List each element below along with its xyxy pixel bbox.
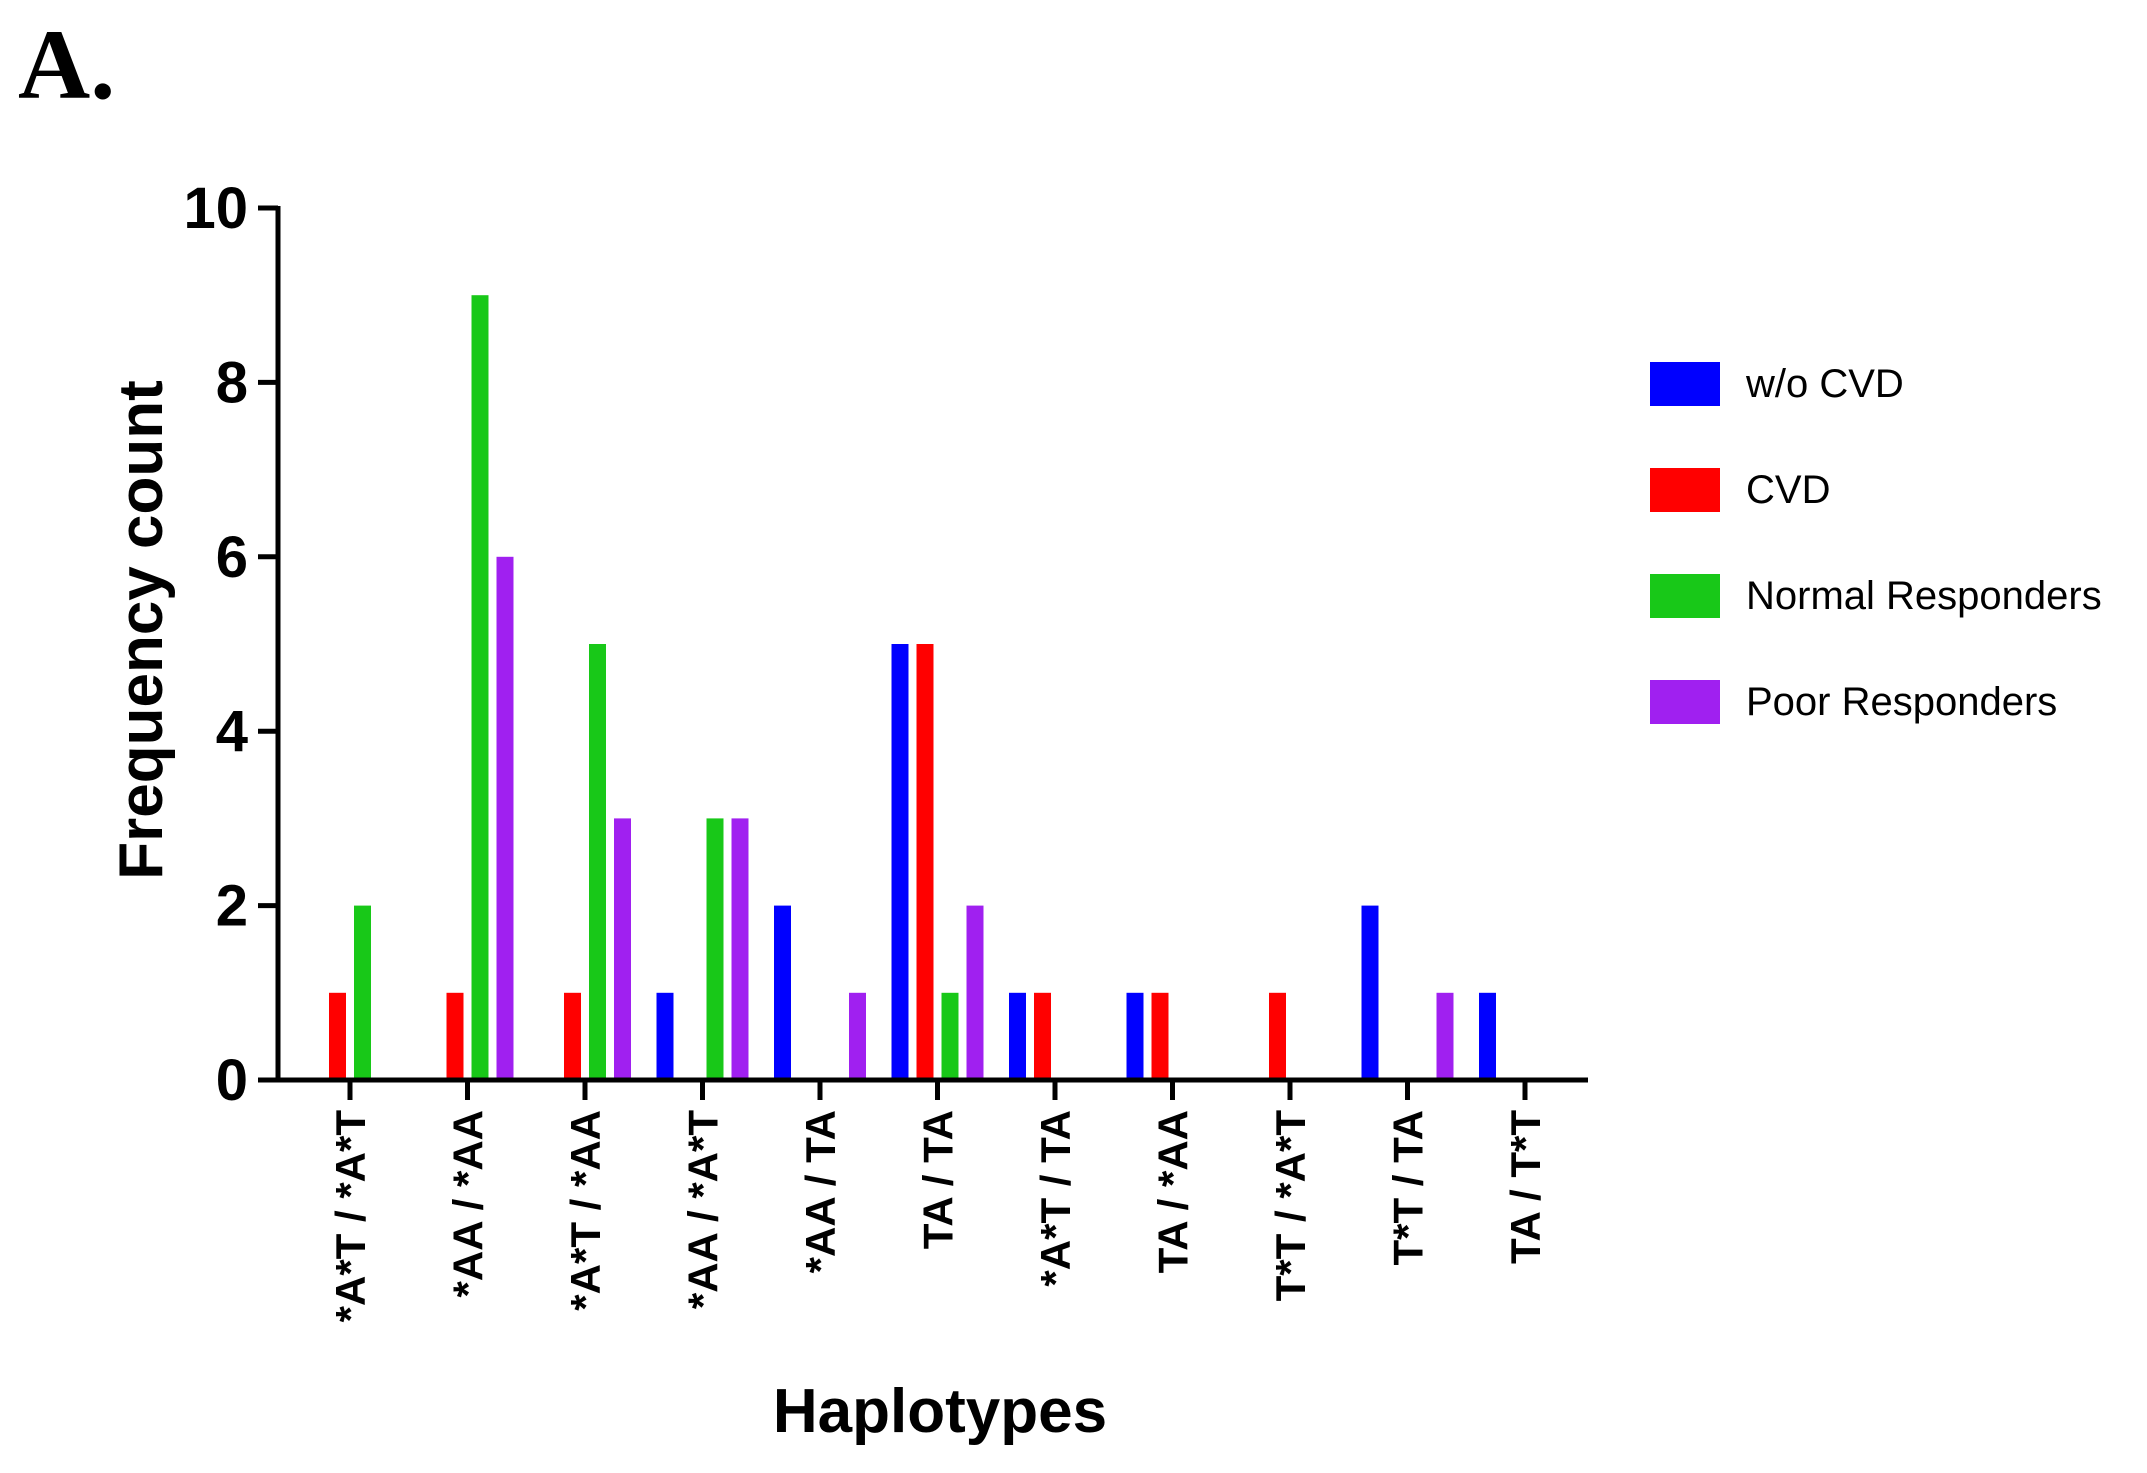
bar-3-4 bbox=[706, 818, 724, 1080]
y-tick-label: 6 bbox=[216, 525, 248, 590]
bar-4-6 bbox=[966, 905, 984, 1080]
bar-1-11 bbox=[1479, 992, 1496, 1080]
bar-2-9 bbox=[1269, 992, 1286, 1080]
x-tick-label: *AA / *AA bbox=[445, 1110, 492, 1297]
y-tick-label: 10 bbox=[183, 176, 248, 241]
legend-label: w/o CVD bbox=[1745, 362, 1904, 406]
legend-label: Normal Responders bbox=[1746, 574, 2102, 618]
bar-2-3 bbox=[564, 992, 581, 1080]
bar-3-6 bbox=[941, 992, 959, 1080]
x-axis-title: Haplotypes bbox=[773, 1377, 1107, 1446]
x-tick-label: T*T / TA bbox=[1385, 1110, 1432, 1266]
ticks-layer: 0 2 4 6 8 10 *A*T / *A*T *AA / *AA *A*T / *AA *AA… bbox=[183, 176, 1549, 1322]
bars-layer bbox=[329, 295, 1496, 1080]
bar-4-5 bbox=[849, 992, 866, 1080]
y-tick-label: 2 bbox=[216, 874, 248, 939]
x-tick-label: TA / T*T bbox=[1502, 1110, 1549, 1264]
y-tick-label: 0 bbox=[216, 1048, 248, 1113]
bar-1-8 bbox=[1126, 992, 1144, 1080]
bar-2-7 bbox=[1034, 992, 1051, 1080]
legend-swatch bbox=[1650, 680, 1720, 724]
bar-2-1 bbox=[329, 992, 346, 1080]
bar-1-6 bbox=[891, 644, 909, 1080]
x-tick-label: *A*T / *AA bbox=[562, 1110, 609, 1311]
x-tick-label: TA / *AA bbox=[1150, 1110, 1197, 1273]
legend-swatch bbox=[1650, 574, 1720, 618]
legend-swatch bbox=[1650, 468, 1720, 512]
bar-3-2 bbox=[471, 295, 489, 1080]
bar-1-4 bbox=[656, 992, 674, 1080]
bar-2-6 bbox=[916, 644, 934, 1080]
bar-4-3 bbox=[614, 818, 631, 1080]
axes-layer bbox=[275, 206, 1588, 1083]
bar-3-1 bbox=[354, 905, 371, 1080]
x-tick-label: *A*T / TA bbox=[1032, 1110, 1079, 1287]
bar-4-4 bbox=[731, 818, 749, 1080]
x-tick-label: *AA / *A*T bbox=[680, 1110, 727, 1309]
legend-swatch bbox=[1650, 362, 1720, 406]
y-axis-title: Frequency count bbox=[107, 380, 176, 880]
bar-4-10 bbox=[1436, 992, 1454, 1080]
bar-2-8 bbox=[1151, 992, 1169, 1080]
x-tick-label: *A*T / *A*T bbox=[327, 1110, 374, 1323]
y-tick-label: 8 bbox=[216, 350, 248, 415]
bar-1-7 bbox=[1009, 992, 1026, 1080]
bar-4-2 bbox=[496, 556, 514, 1080]
bar-1-10 bbox=[1361, 905, 1379, 1080]
bar-1-5 bbox=[774, 905, 791, 1080]
legend-label: CVD bbox=[1746, 468, 1830, 512]
legend-label: Poor Responders bbox=[1746, 680, 2057, 724]
x-tick-label: T*T / *A*T bbox=[1267, 1110, 1314, 1302]
bar-2-2 bbox=[446, 992, 464, 1080]
x-tick-label: *AA / TA bbox=[797, 1110, 844, 1273]
bar-3-3 bbox=[589, 644, 606, 1080]
y-tick-label: 4 bbox=[216, 699, 248, 764]
x-tick-label: TA / TA bbox=[915, 1110, 962, 1249]
panel-label: A. bbox=[18, 9, 115, 120]
legend: w/o CVD CVD Normal Responders Poor Responde… bbox=[1650, 362, 2102, 724]
